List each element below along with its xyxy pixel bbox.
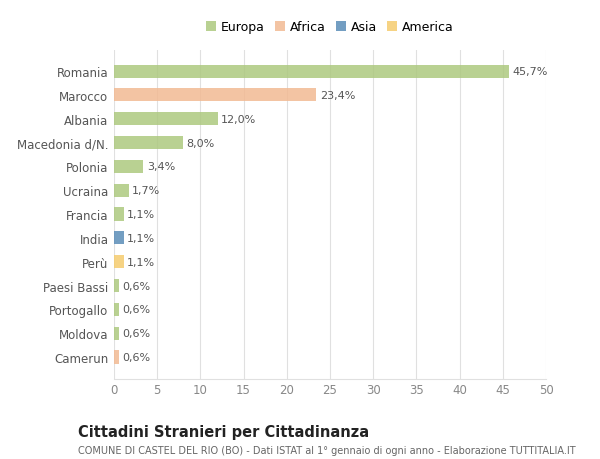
Bar bbox=[114, 351, 119, 364]
Bar bbox=[114, 89, 316, 102]
Bar bbox=[114, 256, 124, 269]
Text: 12,0%: 12,0% bbox=[221, 114, 256, 124]
Text: Cittadini Stranieri per Cittadinanza: Cittadini Stranieri per Cittadinanza bbox=[78, 425, 369, 440]
Text: 1,1%: 1,1% bbox=[127, 210, 155, 219]
Legend: Europa, Africa, Asia, America: Europa, Africa, Asia, America bbox=[202, 17, 458, 38]
Bar bbox=[114, 65, 509, 78]
Text: 1,1%: 1,1% bbox=[127, 257, 155, 267]
Text: 0,6%: 0,6% bbox=[122, 329, 151, 338]
Text: COMUNE DI CASTEL DEL RIO (BO) - Dati ISTAT al 1° gennaio di ogni anno - Elaboraz: COMUNE DI CASTEL DEL RIO (BO) - Dati IST… bbox=[78, 445, 575, 455]
Bar bbox=[114, 161, 143, 174]
Text: 0,6%: 0,6% bbox=[122, 281, 151, 291]
Text: 45,7%: 45,7% bbox=[512, 67, 548, 77]
Text: 0,6%: 0,6% bbox=[122, 352, 151, 362]
Bar bbox=[114, 280, 119, 292]
Bar bbox=[114, 208, 124, 221]
Bar bbox=[114, 113, 218, 126]
Bar bbox=[114, 137, 183, 150]
Text: 1,7%: 1,7% bbox=[132, 186, 160, 196]
Text: 23,4%: 23,4% bbox=[320, 91, 355, 101]
Text: 1,1%: 1,1% bbox=[127, 233, 155, 243]
Bar bbox=[114, 303, 119, 316]
Bar bbox=[114, 184, 128, 197]
Text: 3,4%: 3,4% bbox=[147, 162, 175, 172]
Text: 8,0%: 8,0% bbox=[187, 138, 215, 148]
Text: 0,6%: 0,6% bbox=[122, 305, 151, 315]
Bar bbox=[114, 327, 119, 340]
Bar bbox=[114, 232, 124, 245]
